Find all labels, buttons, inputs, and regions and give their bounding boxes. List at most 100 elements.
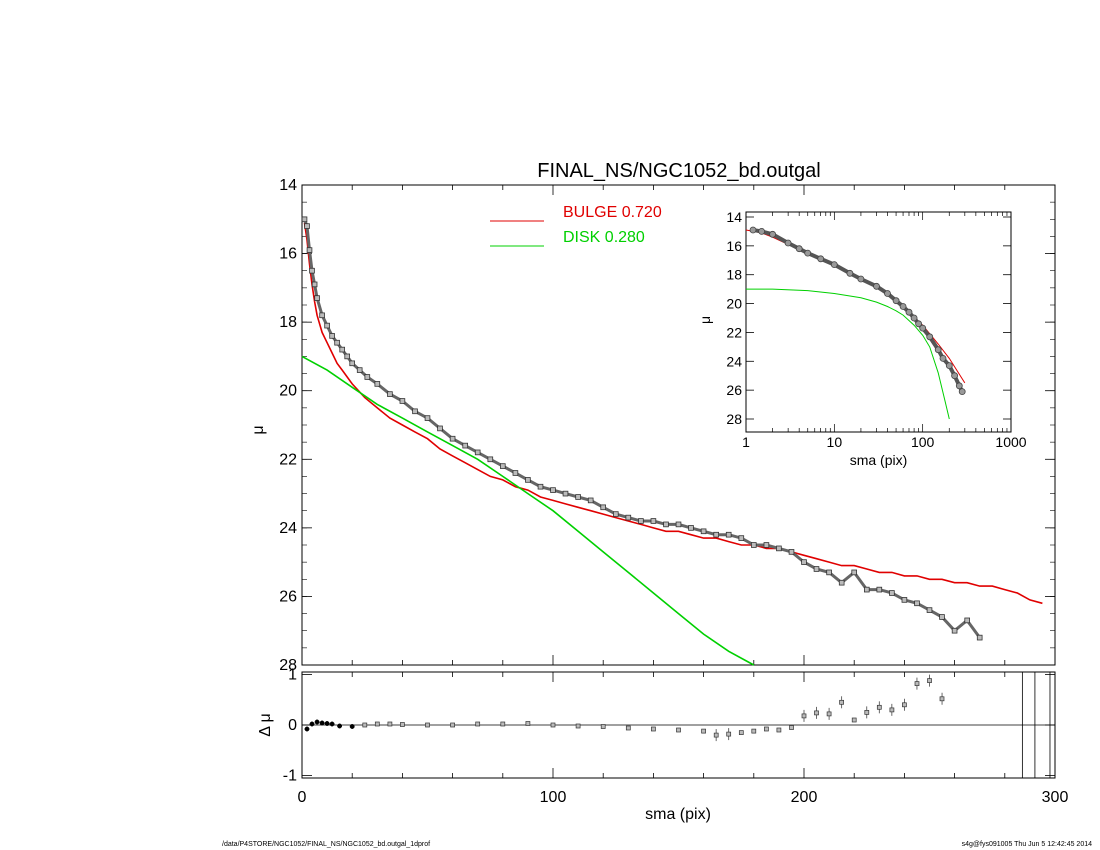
resid-ytick-label: 0 <box>288 717 297 734</box>
main-chart-title: FINAL_NS/NGC1052_bd.outgal <box>537 160 821 182</box>
data-point-marker <box>304 223 310 229</box>
data-point-marker <box>374 381 381 387</box>
bulge-model-line <box>303 222 1043 605</box>
data-point-marker <box>339 346 345 353</box>
data-point-marker <box>763 542 770 548</box>
residual-point <box>349 724 355 729</box>
data-point-marker <box>462 442 468 449</box>
main-ytick-label: 24 <box>279 520 297 537</box>
data-point-marker <box>537 483 544 490</box>
data-point-marker <box>976 634 983 641</box>
main-ytick-label: 26 <box>279 588 297 605</box>
data-point-marker <box>951 627 958 634</box>
inset-plot-frame <box>745 211 1012 433</box>
inset-xtick-label: 1 <box>742 434 750 450</box>
data-point-marker <box>349 360 355 367</box>
data-point-marker <box>329 333 335 339</box>
residual-point <box>337 723 343 729</box>
inset-ytick-label: 20 <box>726 296 742 312</box>
inset-data-marker <box>857 275 865 283</box>
legend-label-bulge: BULGE 0.720 <box>563 204 662 221</box>
data-point-marker <box>364 374 371 380</box>
main-ytick-label: 14 <box>279 177 297 194</box>
residual-point <box>374 721 380 727</box>
xtick-label: 100 <box>540 789 567 806</box>
residual-point <box>801 713 807 719</box>
data-point-marker <box>575 494 581 500</box>
data-point-marker <box>324 322 330 329</box>
inset-xtick-label: 10 <box>827 434 843 450</box>
legend-label-disk: DISK 0.280 <box>563 229 645 246</box>
residual-point <box>751 728 757 734</box>
residual-point <box>314 719 320 725</box>
residual-point <box>939 696 945 702</box>
residual-point <box>701 728 706 734</box>
file-path-footer: /data/P4STORE/NGC1052/FINAL_NS/NGC1052_b… <box>222 841 431 848</box>
data-point-marker <box>914 600 920 607</box>
residual-point <box>319 720 325 726</box>
main-y-axis-label: μ <box>250 425 267 434</box>
residual-point <box>726 731 732 737</box>
data-point-marker <box>319 312 325 319</box>
inset-ytick-label: 18 <box>726 267 742 283</box>
data-point-marker <box>638 518 644 524</box>
data-point-marker <box>344 353 350 360</box>
data-point-marker <box>314 295 320 301</box>
residual-point <box>776 727 782 733</box>
data-point-marker <box>788 549 795 555</box>
inset-data-marker <box>804 249 812 257</box>
data-point-marker <box>688 525 694 531</box>
residual-point <box>676 727 681 733</box>
data-point-marker <box>600 504 606 511</box>
xtick-label: 0 <box>298 789 307 806</box>
data-profile-band <box>303 218 981 639</box>
inset-xtick-label: 100 <box>911 434 935 450</box>
data-point-marker <box>826 569 832 576</box>
inset-ytick-label: 28 <box>726 411 742 427</box>
data-point-marker <box>964 617 970 624</box>
residual-point <box>864 710 870 715</box>
data-point-marker <box>813 566 820 572</box>
inset-data-marker <box>915 320 922 328</box>
inset-data-marker <box>784 239 792 247</box>
data-point-marker <box>437 425 443 432</box>
inset-ytick-label: 26 <box>726 382 742 398</box>
residual-point <box>789 725 794 730</box>
data-point-marker <box>474 449 481 456</box>
residual-point <box>362 722 368 728</box>
data-point-marker <box>725 531 732 538</box>
data-point-marker <box>700 528 707 535</box>
data-point-marker <box>738 535 745 541</box>
main-ytick-label: 18 <box>279 314 297 331</box>
data-point-marker <box>663 521 669 528</box>
inset-ytick-label: 24 <box>726 353 742 369</box>
timestamp-footer: s4g@fys091005 Thu Jun 5 12:42:45 2014 <box>961 841 1092 848</box>
xtick-label: 200 <box>791 789 818 806</box>
inset-data-marker <box>934 346 942 354</box>
data-point-marker <box>613 511 619 517</box>
data-point-marker <box>424 415 431 421</box>
residual-point <box>876 704 882 710</box>
data-point-marker <box>487 456 494 463</box>
main-ytick-label: 22 <box>279 451 297 468</box>
residual-point <box>764 726 769 732</box>
data-point-marker <box>499 463 506 469</box>
inset-data-marker <box>769 230 776 238</box>
inset-disk-line <box>746 288 950 420</box>
data-point-marker <box>926 607 933 613</box>
inset-data-marker <box>955 382 963 390</box>
inset-log-panel: 14 16 18 20 22 24 26 281 10 100 1000 sma (pix) μ <box>697 209 1027 468</box>
residual-point <box>450 722 455 728</box>
data-point-marker <box>864 586 870 593</box>
residual-point <box>550 722 556 728</box>
data-point-marker <box>311 281 318 288</box>
inset-data-marker <box>817 255 825 263</box>
data-point-marker <box>412 408 418 415</box>
residual-point <box>324 721 330 726</box>
inset-data-marker <box>905 308 913 316</box>
data-point-marker <box>550 487 556 493</box>
residual-point <box>625 725 631 731</box>
residual-point <box>902 702 907 708</box>
